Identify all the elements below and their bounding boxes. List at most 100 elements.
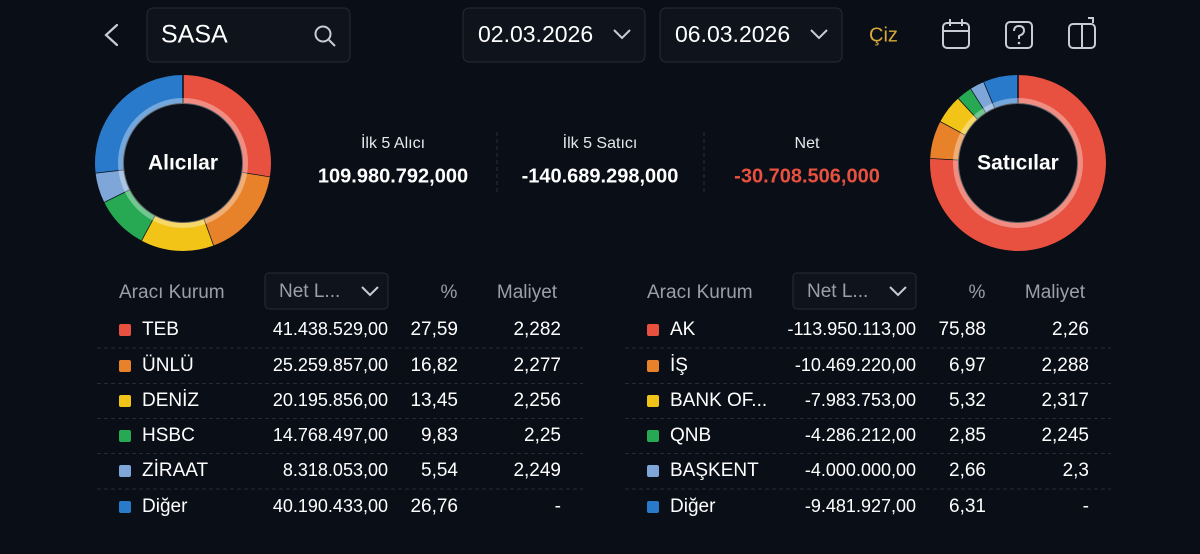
summary-label: Net	[795, 135, 820, 152]
percent: 2,66	[949, 460, 986, 481]
legend-swatch	[119, 360, 131, 372]
calendar-icon[interactable]	[942, 19, 970, 49]
broker-name: TEB	[142, 319, 179, 340]
percent: 75,88	[938, 319, 986, 340]
donut-segment	[970, 81, 996, 113]
net-lot: -10.469.220,00	[795, 355, 916, 375]
net-lot: 8.318.053,00	[283, 460, 388, 480]
legend-swatch	[647, 430, 659, 442]
sort-dropdown[interactable]	[264, 272, 389, 310]
summary-value: 109.980.792,000	[318, 165, 468, 187]
summary-value: -140.689.298,000	[522, 165, 679, 187]
layout-icon[interactable]	[1068, 17, 1096, 49]
segment-gap	[241, 171, 271, 179]
date-end-picker[interactable]	[659, 7, 843, 63]
donut-title: Alıcılar	[148, 152, 218, 175]
donut-segment	[930, 121, 966, 161]
help-icon[interactable]	[1005, 21, 1033, 49]
percent: 5,32	[949, 390, 986, 411]
column-header: %	[969, 282, 986, 303]
percent: 6,97	[949, 355, 986, 376]
broker-name: ZİRAAT	[142, 460, 209, 481]
donut-segment	[182, 75, 271, 178]
donut-hole	[960, 105, 1076, 221]
chevron	[889, 286, 907, 297]
cost: 2,3	[1063, 460, 1089, 481]
percent: 5,54	[421, 460, 458, 481]
cost: 2,249	[513, 460, 561, 481]
net-lot: 14.768.497,00	[273, 425, 388, 445]
percent: 13,45	[410, 390, 458, 411]
sort-dropdown[interactable]	[792, 272, 917, 310]
legend-swatch	[647, 324, 659, 336]
broker-name: İŞ	[670, 355, 688, 376]
cost: -	[555, 496, 561, 517]
percent: 27,59	[410, 319, 458, 340]
summary-label: İlk 5 Satıcı	[563, 133, 638, 152]
percent: 26,76	[410, 496, 458, 517]
column-header: Net L...	[279, 281, 340, 302]
net-lot: -7.983.753,00	[805, 390, 916, 410]
net-lot: 41.438.529,00	[273, 319, 388, 339]
donut-segment	[95, 75, 184, 173]
cost: -	[1083, 496, 1089, 517]
net-lot: 40.190.433,00	[273, 496, 388, 516]
legend-swatch	[647, 360, 659, 372]
legend-swatch	[119, 430, 131, 442]
broker-name: Diğer	[142, 496, 188, 517]
donut-segment	[958, 88, 987, 120]
cost: 2,288	[1041, 355, 1089, 376]
broker-name: QNB	[670, 425, 711, 446]
donut-segment	[203, 172, 270, 246]
donut-segment	[930, 75, 1106, 251]
broker-name: ÜNLÜ	[142, 355, 194, 376]
net-lot: -113.950.113,00	[788, 319, 916, 339]
percent: 2,85	[949, 425, 986, 446]
cost: 2,26	[1052, 319, 1089, 340]
net-lot: 20.195.856,00	[273, 390, 388, 410]
column-header: Maliyet	[497, 282, 558, 303]
column-header: Maliyet	[1025, 282, 1086, 303]
percent: 9,83	[421, 425, 458, 446]
legend-swatch	[647, 395, 659, 407]
summary-value: -30.708.506,000	[734, 165, 880, 187]
column-header: %	[441, 282, 458, 303]
donut-inner-ring	[953, 98, 1083, 228]
cost: 2,317	[1041, 390, 1089, 411]
draw-button[interactable]: Çiz	[869, 24, 898, 46]
net-lot: -4.000.000,00	[805, 460, 916, 480]
search-icon[interactable]	[314, 25, 336, 47]
chevron	[361, 286, 379, 297]
cost: 2,282	[513, 319, 561, 340]
donut-hole	[125, 105, 241, 221]
legend-swatch	[119, 324, 131, 336]
net-lot: -9.481.927,00	[805, 496, 916, 516]
cost: 2,277	[513, 355, 561, 376]
donut-segment	[984, 75, 1019, 108]
broker-name: BANK OF...	[670, 390, 767, 411]
donut-segment	[95, 169, 130, 202]
search-box[interactable]	[146, 7, 351, 63]
column-header: Net L...	[807, 281, 868, 302]
back-button[interactable]	[104, 23, 119, 47]
broker-name: HSBC	[142, 425, 195, 446]
net-lot: -4.286.212,00	[805, 425, 916, 445]
chevron	[810, 29, 828, 40]
percent: 16,82	[410, 355, 458, 376]
date-end: 06.03.2026	[675, 21, 790, 47]
legend-swatch	[119, 501, 131, 513]
percent: 6,31	[949, 496, 986, 517]
legend-swatch	[647, 501, 659, 513]
broker-name: Diğer	[670, 496, 716, 517]
donut-inner-ring	[118, 98, 248, 228]
broker-name: AK	[670, 319, 696, 340]
donut-segment	[104, 189, 156, 241]
legend-swatch	[119, 395, 131, 407]
legend-swatch	[647, 465, 659, 477]
broker-name: DENİZ	[142, 390, 199, 411]
column-header: Aracı Kurum	[647, 282, 753, 303]
date-start-picker[interactable]	[462, 7, 646, 63]
column-header: Aracı Kurum	[119, 282, 225, 303]
donut-segment	[141, 215, 214, 251]
